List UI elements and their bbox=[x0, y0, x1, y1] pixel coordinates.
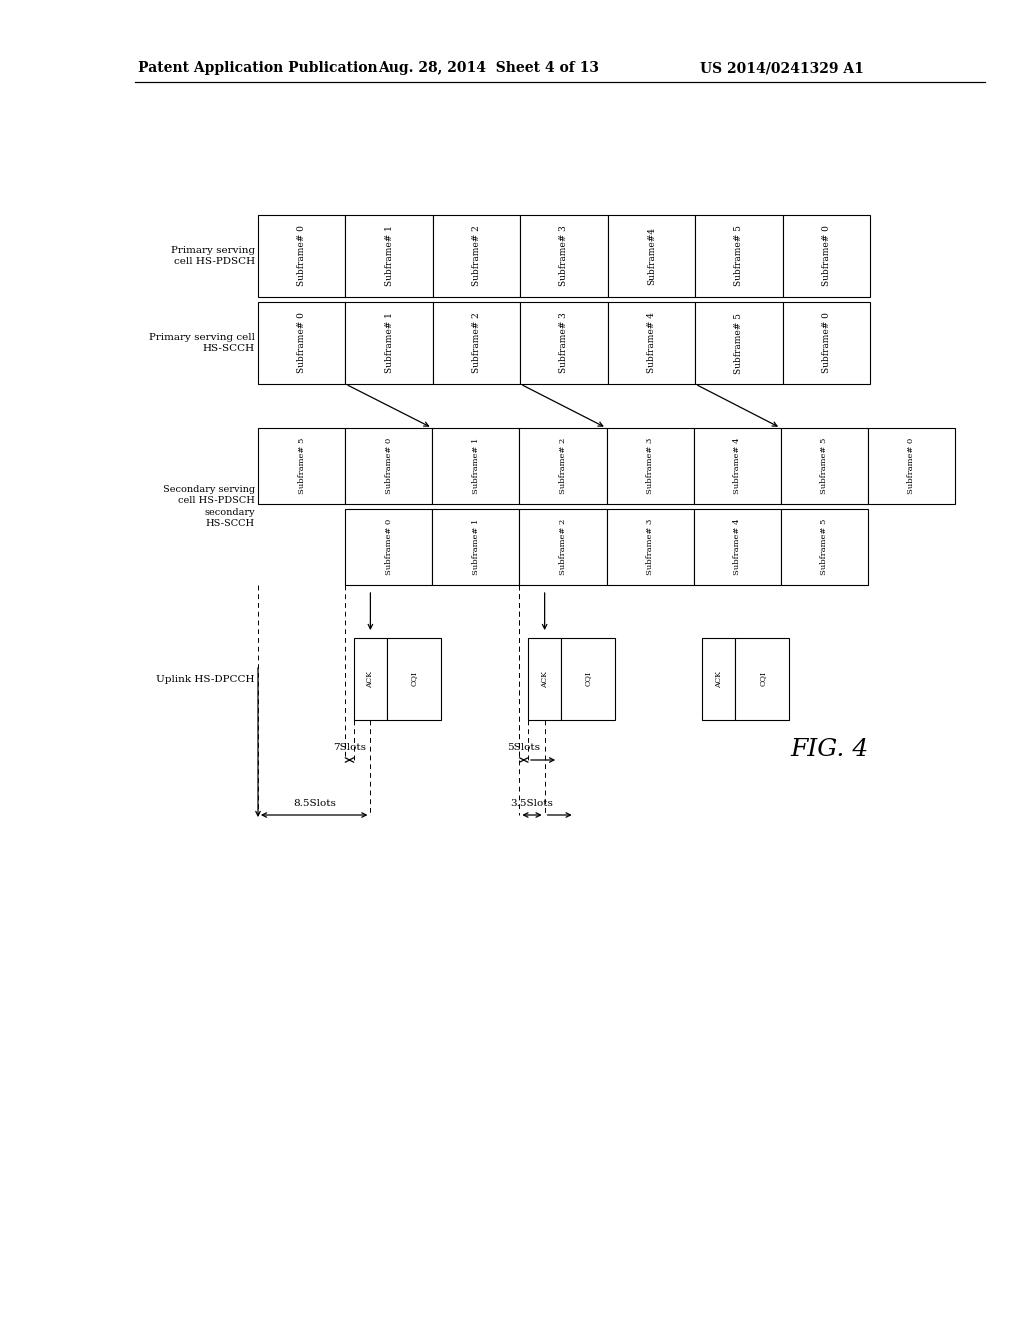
Text: ACK: ACK bbox=[367, 671, 375, 688]
Bar bbox=[780, 510, 868, 585]
Text: 5Slots: 5Slots bbox=[507, 743, 541, 752]
Bar bbox=[607, 215, 695, 297]
Text: Subframe# 0: Subframe# 0 bbox=[907, 438, 915, 494]
Text: Secondary serving
cell HS-PDSCH
secondary
HS-SCCH: Secondary serving cell HS-PDSCH secondar… bbox=[163, 486, 255, 528]
Text: Subframe# 0: Subframe# 0 bbox=[297, 226, 306, 286]
Bar bbox=[345, 302, 433, 384]
Text: Subframe# 4: Subframe# 4 bbox=[733, 438, 741, 494]
Text: Subframe# 5: Subframe# 5 bbox=[298, 438, 305, 494]
Bar bbox=[606, 428, 693, 504]
Text: Subframe# 0: Subframe# 0 bbox=[822, 226, 830, 286]
Bar bbox=[432, 510, 519, 585]
Bar bbox=[345, 428, 432, 504]
Bar bbox=[354, 638, 387, 719]
Bar bbox=[432, 428, 519, 504]
Bar bbox=[561, 638, 615, 719]
Bar bbox=[868, 428, 955, 504]
Text: Subframe# 1: Subframe# 1 bbox=[385, 226, 393, 286]
Text: 7Slots: 7Slots bbox=[333, 743, 366, 752]
Bar bbox=[693, 510, 780, 585]
Bar bbox=[345, 215, 433, 297]
Text: Subframe# 3: Subframe# 3 bbox=[559, 313, 568, 374]
Text: Patent Application Publication: Patent Application Publication bbox=[138, 61, 378, 75]
Text: Aug. 28, 2014  Sheet 4 of 13: Aug. 28, 2014 Sheet 4 of 13 bbox=[378, 61, 599, 75]
Text: CQI: CQI bbox=[585, 672, 592, 686]
Text: Subframe# 1: Subframe# 1 bbox=[472, 438, 480, 494]
Text: Primary serving cell
HS-SCCH: Primary serving cell HS-SCCH bbox=[150, 333, 255, 352]
Text: CQI: CQI bbox=[410, 672, 418, 686]
Bar bbox=[607, 302, 695, 384]
Text: Subframe# 2: Subframe# 2 bbox=[472, 226, 481, 286]
Text: Subframe# 3: Subframe# 3 bbox=[646, 519, 654, 576]
Text: Subframe# 2: Subframe# 2 bbox=[559, 519, 567, 576]
Bar bbox=[387, 638, 441, 719]
Bar bbox=[695, 302, 782, 384]
Text: Subframe# 0: Subframe# 0 bbox=[385, 519, 392, 576]
Bar bbox=[520, 302, 607, 384]
Text: Subframe# 2: Subframe# 2 bbox=[472, 313, 481, 374]
Bar bbox=[345, 510, 432, 585]
Text: Subframe# 4: Subframe# 4 bbox=[647, 313, 656, 374]
Text: Subframe# 5: Subframe# 5 bbox=[734, 313, 743, 374]
Text: Subframe# 0: Subframe# 0 bbox=[297, 313, 306, 374]
Bar bbox=[606, 510, 693, 585]
Text: CQI: CQI bbox=[759, 672, 766, 686]
Text: Subframe# 3: Subframe# 3 bbox=[559, 226, 568, 286]
Bar bbox=[258, 428, 345, 504]
Text: Subframe# 3: Subframe# 3 bbox=[646, 438, 654, 494]
Bar bbox=[528, 638, 561, 719]
Text: Subframe# 0: Subframe# 0 bbox=[822, 313, 830, 374]
Text: Subframe# 5: Subframe# 5 bbox=[734, 226, 743, 286]
Text: ACK: ACK bbox=[541, 671, 549, 688]
Bar bbox=[695, 215, 782, 297]
Bar bbox=[519, 428, 606, 504]
Text: Uplink HS-DPCCH: Uplink HS-DPCCH bbox=[157, 675, 255, 684]
Bar bbox=[693, 428, 780, 504]
Bar bbox=[702, 638, 735, 719]
Text: 8.5Slots: 8.5Slots bbox=[293, 799, 336, 808]
Text: Subframe# 5: Subframe# 5 bbox=[820, 438, 828, 494]
Text: 3.5Slots: 3.5Slots bbox=[511, 799, 553, 808]
Text: Primary serving
cell HS-PDSCH: Primary serving cell HS-PDSCH bbox=[171, 246, 255, 267]
Text: Subframe# 1: Subframe# 1 bbox=[385, 313, 393, 374]
Text: Subframe# 0: Subframe# 0 bbox=[385, 438, 392, 494]
Bar bbox=[258, 302, 345, 384]
Text: Subframe# 5: Subframe# 5 bbox=[820, 519, 828, 576]
Text: Subframe# 4: Subframe# 4 bbox=[733, 519, 741, 576]
Bar bbox=[780, 428, 868, 504]
Bar bbox=[735, 638, 790, 719]
Bar bbox=[258, 215, 345, 297]
Text: Subframe# 2: Subframe# 2 bbox=[559, 438, 567, 494]
Bar bbox=[433, 215, 520, 297]
Text: US 2014/0241329 A1: US 2014/0241329 A1 bbox=[700, 61, 864, 75]
Bar bbox=[433, 302, 520, 384]
Text: ACK: ACK bbox=[715, 671, 723, 688]
Text: Subframe# 1: Subframe# 1 bbox=[472, 519, 480, 576]
Bar bbox=[519, 510, 606, 585]
Text: FIG. 4: FIG. 4 bbox=[791, 738, 869, 762]
Text: Subframe#4: Subframe#4 bbox=[647, 227, 656, 285]
Bar bbox=[520, 215, 607, 297]
Bar bbox=[782, 302, 870, 384]
Bar bbox=[782, 215, 870, 297]
